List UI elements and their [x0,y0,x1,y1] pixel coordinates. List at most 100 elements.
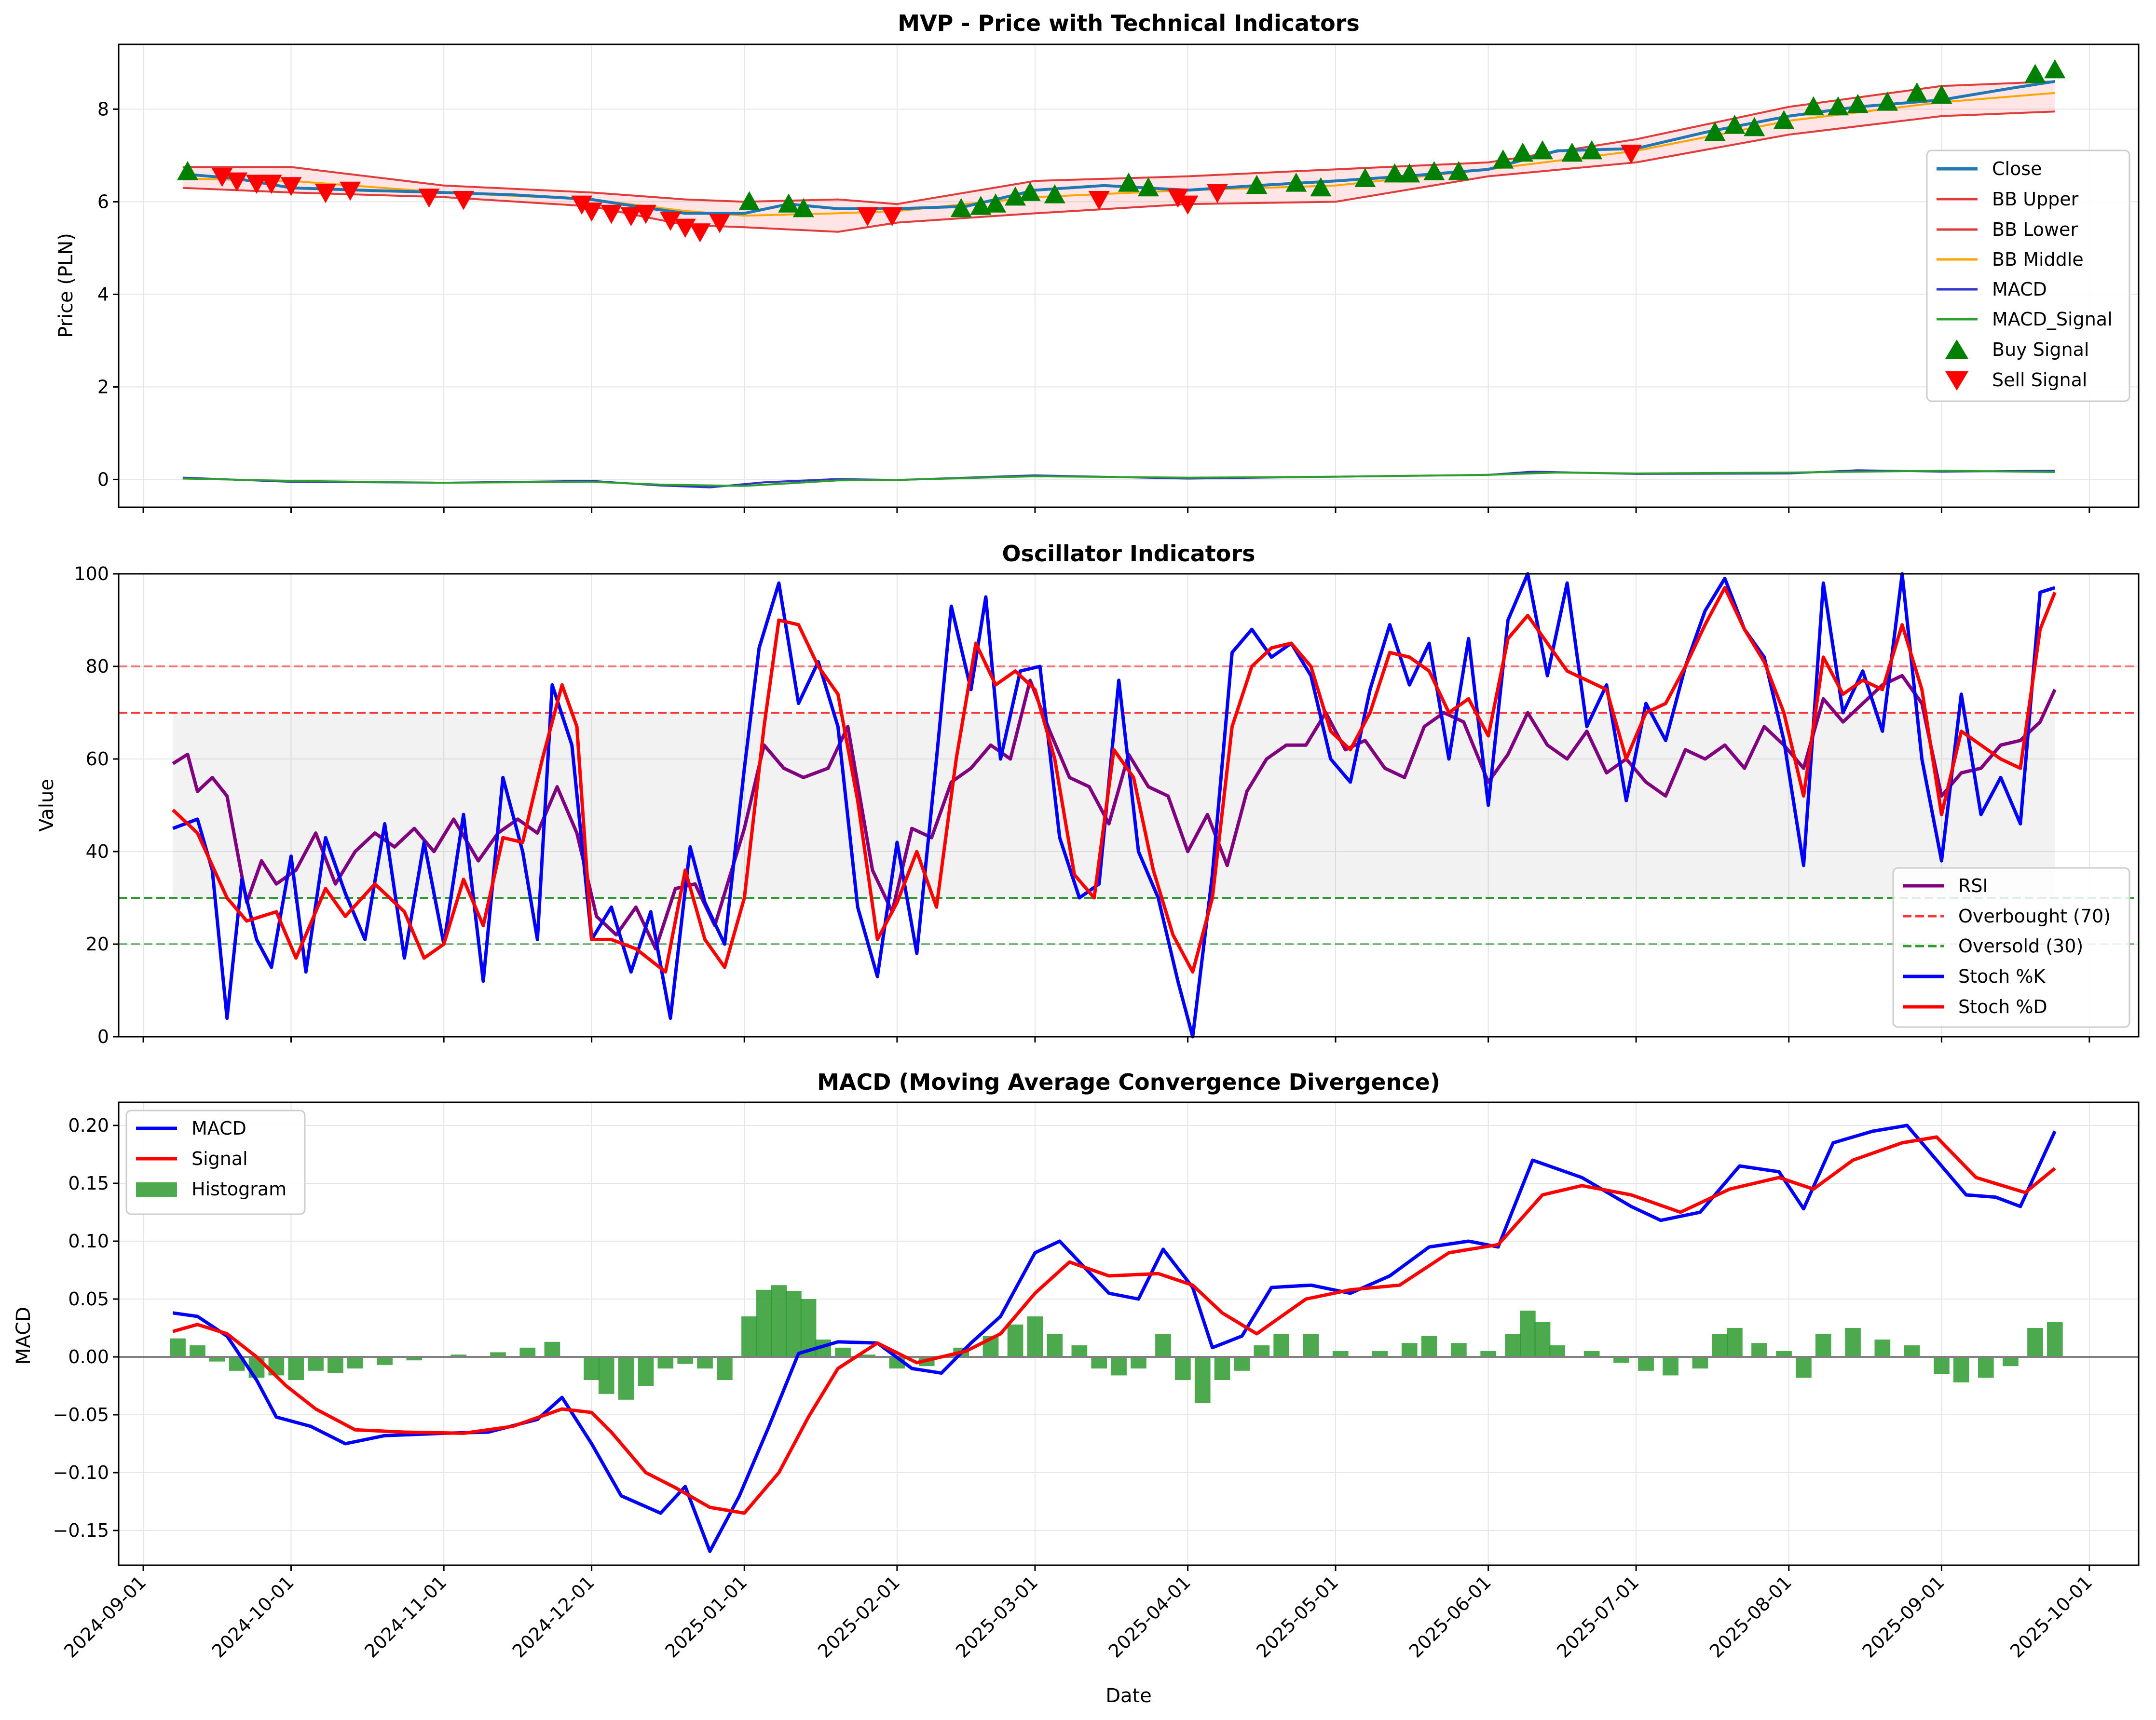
histogram-bar [1549,1345,1566,1357]
macd-panel-plot [119,1124,2139,1553]
histogram-bar [1874,1340,1891,1357]
sell-signal-marker [857,207,878,227]
oscillator-panel-ylabel: Value [36,779,58,832]
buy-signal-marker [1744,117,1765,136]
legend-label-sell-signal: Sell Signal [1992,369,2087,391]
histogram-bar [638,1357,654,1386]
oscillator-panel-legend: RSI Overbought (70) Oversold (30) Stoch … [1892,867,2130,1028]
y-tick-label: 80 [86,656,109,677]
buy-signal-marker [2024,64,2046,83]
signal-line [172,1135,2056,1515]
histogram-bar [406,1357,423,1361]
histogram-bar [1505,1334,1521,1357]
sell-signal-marker [453,191,475,210]
histogram-bar [1175,1357,1191,1380]
histogram-bar [1904,1345,1920,1357]
histogram-bar [1332,1351,1349,1357]
histogram-bar [1638,1357,1654,1371]
macd-panel-title: MACD (Moving Average Convergence Diverge… [817,1069,1440,1095]
buy-signal-marker [1423,161,1445,180]
legend-swatch-histogram [136,1182,177,1197]
oscillator-panel-title: Oscillator Indicators [1002,541,1255,567]
histogram-bar [209,1357,225,1362]
sell-signal-marker [315,184,337,203]
y-tick-label: 0.10 [68,1231,109,1252]
y-tick-label: 0.20 [68,1115,109,1136]
buy-signal-marker [1773,110,1795,129]
sell-signal-marker [571,195,593,215]
legend-swatch-buy-signal [1945,339,1968,359]
buy-signal-marker [1310,177,1332,197]
buy-signal-marker [1384,163,1405,183]
histogram-bar [1047,1334,1063,1357]
histogram-bar [288,1357,304,1380]
buy-signal-marker [1285,173,1307,192]
histogram-bar [1303,1334,1319,1357]
price-panel-y-ticks: 0 2 4 6 8 [97,98,119,490]
histogram-bar [1934,1357,1950,1374]
buy-signal-marker [1906,82,1928,102]
buy-signal-marker [1581,140,1603,160]
histogram-bar [490,1352,506,1357]
price-panel-grid [119,44,2139,507]
histogram-bar [1534,1322,1551,1357]
buy-signal-marker [778,193,800,213]
y-tick-label: −0.10 [53,1462,109,1483]
buy-signal-marker [1724,115,1746,134]
y-tick-label: 0.00 [68,1346,109,1368]
legend-label-macd-line: MACD [191,1118,246,1139]
sell-signal-marker [1620,145,1642,164]
y-tick-label: 20 [86,934,109,955]
y-tick-label: 2 [97,376,109,397]
histogram-bar [1372,1351,1388,1357]
oscillator-panel-frame [118,573,2140,1038]
histogram-bar [1520,1311,1536,1357]
histogram-bar [1613,1357,1629,1363]
buy-signal-marker [1877,92,1898,111]
macd-panel-xlabel: Date [1105,1685,1152,1707]
histogram-bar [1751,1343,1767,1357]
y-tick-label: 4 [97,284,109,305]
legend-label-close: Close [1992,158,2042,179]
histogram-bar [519,1347,536,1357]
legend-label-oversold: Oversold (30) [1958,935,2083,957]
histogram-bar [1027,1316,1043,1357]
y-tick-label: 40 [86,841,109,862]
sell-signal-marker [709,214,731,233]
sell-signal-marker [881,207,903,227]
sell-signal-marker [1088,191,1110,210]
stoch-d-line [172,586,2057,974]
histogram-bar [786,1291,802,1357]
price-panel-frame [118,43,2140,508]
histogram-bar [327,1357,343,1373]
buy-signal-marker [1118,173,1139,192]
buy-signal-marker [1399,163,1420,183]
buy-signal-marker [1044,184,1065,203]
histogram-bar [771,1285,787,1357]
oscillator-panel-x-ticks [142,1037,2090,1043]
buy-signal-marker [1137,177,1159,197]
sell-signal-marker [226,172,248,192]
y-tick-label: 6 [97,191,109,212]
histogram-bar [1273,1334,1289,1357]
histogram-bar [860,1354,875,1357]
rsi-line [172,674,2057,951]
histogram-bar [741,1316,757,1357]
y-tick-label: 8 [97,98,109,120]
y-tick-label: 100 [74,563,109,584]
y-tick-label: 0 [97,1026,109,1047]
histogram-bar [697,1357,713,1368]
histogram-bar [2003,1357,2019,1367]
histogram-bar [618,1357,634,1400]
buy-signal-marker [1246,175,1268,194]
oscillator-panel-y-ticks: 0 20 40 60 80 100 [74,563,119,1047]
legend-label-signal-line: Signal [191,1148,248,1169]
histogram-bar [1480,1351,1497,1357]
price-panel: MVP - Price with Technical Indicators Pr… [55,10,2140,513]
histogram-bar [1845,1328,1861,1357]
buy-signal-marker [1492,149,1514,169]
macd-signal-line-price-panel [182,470,2055,487]
buy-signal-marker [1512,142,1534,162]
price-panel-legend: Close BB Upper BB Lower BB Middle MACD M… [1926,149,2130,402]
histogram-bar [450,1354,467,1357]
